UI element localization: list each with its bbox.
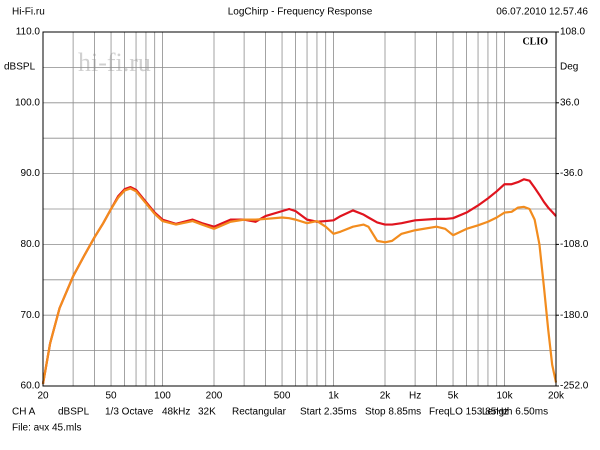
x-tick-label: 2k bbox=[380, 391, 392, 402]
y-axis-label: dBSPL bbox=[4, 62, 36, 73]
series-line bbox=[41, 178, 557, 385]
x-tick-label: 500 bbox=[274, 391, 291, 402]
footer-setting: Length 6.50ms bbox=[482, 407, 548, 418]
x-tick-label: 5k bbox=[448, 391, 460, 402]
y-tick-label: 100.0 bbox=[15, 97, 40, 108]
footer-setting: 32K bbox=[198, 407, 216, 418]
y2-tick-label: 108.0 bbox=[560, 27, 585, 38]
file-name: File: ачх 45.mls bbox=[12, 423, 81, 434]
y2-tick-label: 36.0 bbox=[560, 97, 580, 108]
y2-tick-label: -252.0 bbox=[560, 381, 589, 392]
footer-setting: dBSPL bbox=[58, 407, 90, 418]
x-tick-label: 200 bbox=[206, 391, 223, 402]
series-line bbox=[41, 187, 558, 385]
footer-setting: FreqLO 153.85Hz bbox=[429, 407, 509, 418]
y-tick-label: 110.0 bbox=[16, 27, 41, 38]
x-tick-label: 20k bbox=[548, 391, 565, 402]
x-tick-label: 20 bbox=[37, 391, 49, 402]
y-tick-label: 80.0 bbox=[21, 239, 41, 250]
footer-setting: Stop 8.85ms bbox=[365, 407, 421, 418]
y2-tick-label: -108.0 bbox=[560, 239, 589, 250]
header-left: Hi-Fi.ru bbox=[12, 7, 45, 18]
x-tick-label: 10k bbox=[496, 391, 513, 402]
brand: CLIO bbox=[522, 36, 548, 47]
watermark: hi-fi.ru bbox=[78, 48, 151, 77]
x-tick-label: Hz bbox=[409, 391, 421, 402]
footer-setting: CH A bbox=[12, 407, 36, 418]
y-tick-label: 60.0 bbox=[21, 381, 41, 392]
footer-setting: Start 2.35ms bbox=[300, 407, 357, 418]
chart-title: LogChirp - Frequency Response bbox=[228, 7, 373, 18]
x-tick-label: 100 bbox=[154, 391, 171, 402]
footer-setting: Rectangular bbox=[232, 407, 287, 418]
y-tick-label: 90.0 bbox=[21, 168, 41, 179]
header-right: 06.07.2010 12.57.46 bbox=[496, 7, 588, 18]
y2-tick-label: -180.0 bbox=[560, 310, 589, 321]
y2-axis-label: Deg bbox=[560, 62, 578, 73]
x-tick-label: 1k bbox=[328, 391, 340, 402]
x-tick-label: 50 bbox=[105, 391, 117, 402]
y-tick-label: 70.0 bbox=[21, 310, 41, 321]
y2-tick-label: -36.0 bbox=[560, 168, 583, 179]
plot-frame bbox=[42, 31, 557, 387]
footer-setting: 1/3 Octave bbox=[105, 407, 154, 418]
footer-setting: 48kHz bbox=[162, 407, 190, 418]
